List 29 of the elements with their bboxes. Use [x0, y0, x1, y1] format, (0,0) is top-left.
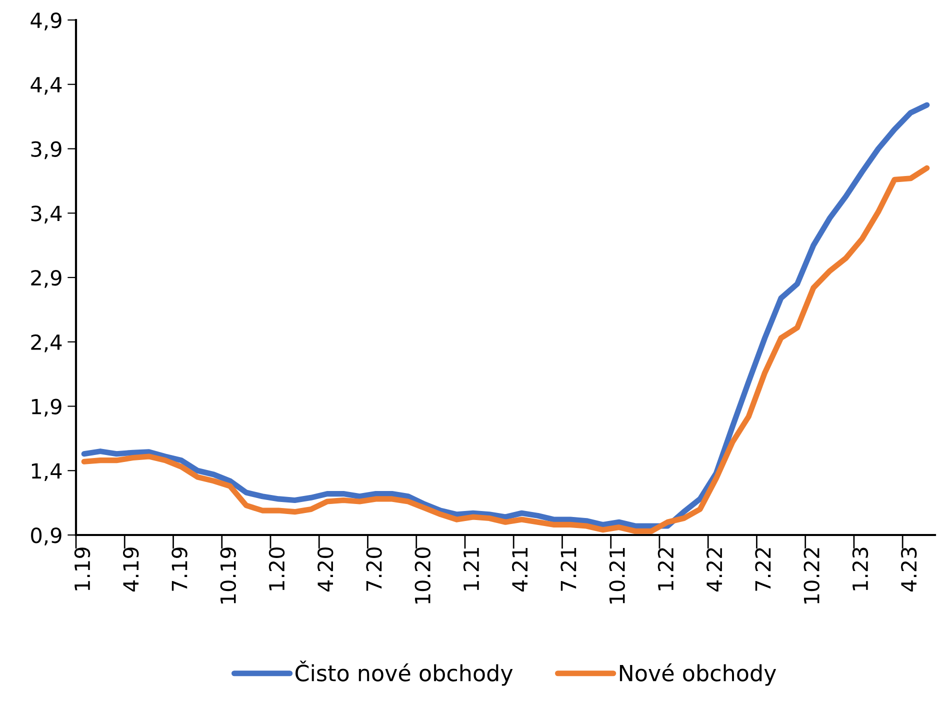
x-tick-label: 10.20 — [414, 547, 431, 604]
x-tick-label: 7.20 — [366, 547, 382, 591]
x-tick-label: 4.21 — [512, 548, 528, 592]
x-tick-label: 1.20 — [268, 547, 285, 590]
x-tick-label: 1.23 — [852, 548, 868, 590]
y-tick-label: 0,9 — [31, 527, 62, 546]
x-tick-label: 4.20 — [318, 547, 334, 592]
x-tick-label: 7.19 — [172, 548, 188, 591]
x-tick-label: 1.22 — [658, 548, 674, 590]
x-tick-label: 1.21 — [463, 548, 479, 590]
x-tick-label: 10.19 — [220, 548, 236, 604]
y-tick-label: 4,9 — [30, 12, 62, 30]
x-tick-label: 7.22 — [755, 548, 771, 591]
y-tick-label: 1,9 — [32, 398, 62, 417]
y-tick-label: 2,4 — [31, 334, 62, 352]
x-tick-label: 4.22 — [706, 548, 722, 592]
y-tick-label: 4,4 — [30, 77, 62, 95]
x-tick-label: 7.21 — [560, 548, 576, 591]
x-tick-label: 10.21 — [609, 548, 625, 604]
y-tick-label: 3,9 — [31, 141, 62, 160]
x-tick-label: 10.22 — [804, 548, 820, 604]
x-tick-label: 4.23 — [900, 548, 917, 592]
y-tick-label: 3,4 — [31, 206, 62, 224]
y-tick-label: 2,9 — [31, 270, 62, 288]
y-tick-label: 1,4 — [32, 463, 62, 481]
x-tick-label: 1.19 — [74, 548, 90, 590]
x-tick-label: 4.19 — [123, 548, 139, 592]
legend-label: Nové obchody — [620, 663, 776, 686]
legend-label: Čisto nové obchody — [296, 660, 513, 686]
